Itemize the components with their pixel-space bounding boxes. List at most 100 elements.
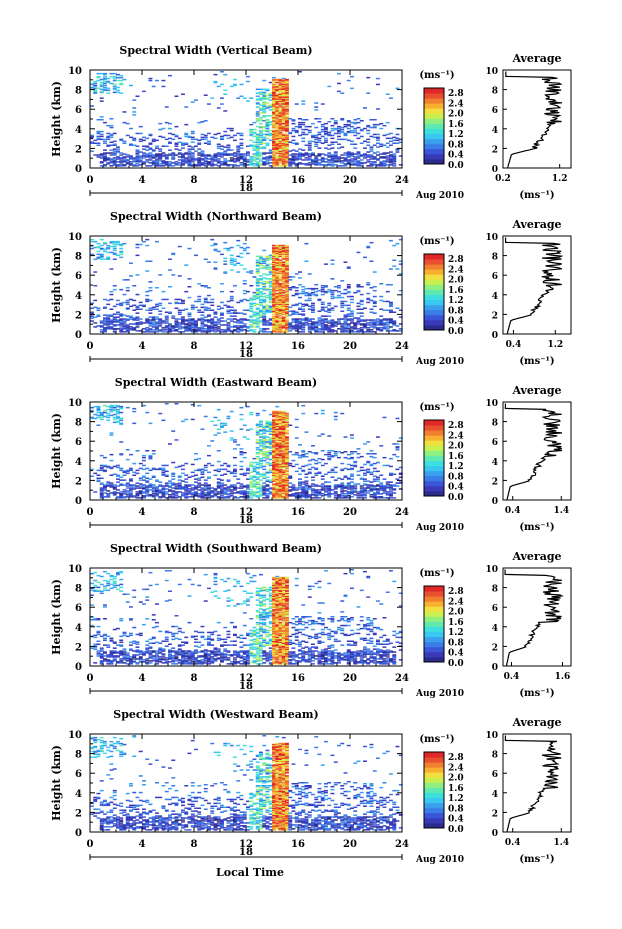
heatmap-cell	[298, 284, 302, 286]
heatmap-cell	[148, 154, 153, 156]
heatmap-cell	[200, 303, 205, 306]
heatmap-cell	[148, 159, 153, 161]
heatmap-cell	[259, 132, 263, 135]
heatmap-cell	[155, 163, 159, 165]
heatmap-cell	[281, 331, 286, 333]
heatmap-cell	[376, 320, 380, 322]
heatmap-cell	[366, 284, 371, 286]
heatmap-cell	[99, 256, 104, 259]
heatmap-cell	[161, 485, 166, 487]
heatmap-cell	[96, 138, 101, 141]
heatmap-cell	[330, 118, 335, 120]
heatmap-cell	[99, 255, 104, 258]
heatmap-cell	[317, 118, 322, 120]
heatmap-cell	[109, 326, 114, 328]
heatmap-cell	[220, 426, 224, 428]
heatmap-cell	[281, 292, 286, 295]
heatmap-cell	[385, 319, 390, 321]
heatmap-cell	[99, 157, 104, 159]
heatmap-cell	[177, 479, 182, 481]
heatmap-cell	[350, 125, 354, 128]
heatmap-cell	[142, 154, 146, 156]
heatmap-cell	[278, 331, 283, 333]
heatmap-cell	[171, 484, 176, 486]
heatmap-cell	[317, 121, 322, 123]
heatmap-cell	[200, 121, 205, 123]
heatmap-cell	[168, 137, 172, 140]
heatmap-cell	[213, 495, 218, 497]
heatmap-cell	[148, 455, 153, 458]
heatmap-cell	[200, 314, 205, 316]
heatmap-cell	[116, 313, 120, 315]
heatmap-cell	[220, 497, 224, 499]
heatmap-cell	[265, 424, 270, 426]
heatmap-cell	[395, 139, 400, 142]
heatmap-cell	[171, 482, 176, 484]
heatmap-cell	[366, 155, 371, 157]
heatmap-cell	[379, 165, 384, 167]
heatmap-cell	[268, 273, 273, 275]
heatmap-cell	[239, 157, 244, 159]
heatmap-cell	[106, 92, 111, 94]
heatmap-cell	[268, 424, 273, 426]
heatmap-cell	[298, 118, 302, 120]
heatmap-cell	[207, 158, 211, 160]
heatmap-cell	[389, 309, 393, 311]
heatmap-cell	[197, 157, 202, 159]
heatmap-cell	[200, 476, 205, 478]
heatmap-cell	[151, 156, 156, 158]
heatmap-cell	[350, 87, 354, 90]
heatmap-cell	[285, 122, 289, 125]
heatmap-cell	[249, 285, 254, 287]
heatmap-cell	[278, 110, 283, 112]
colorbar-swatch	[424, 274, 444, 280]
heatmap-cell	[327, 311, 332, 313]
heatmap-cell	[194, 492, 198, 494]
heatmap-cell	[337, 143, 341, 145]
heatmap-cell	[272, 448, 276, 450]
heatmap-cell	[350, 295, 354, 298]
heatmap-cell	[259, 429, 263, 431]
heatmap-cell	[294, 292, 299, 295]
heatmap-cell	[129, 275, 133, 277]
heatmap-cell	[372, 161, 377, 163]
heatmap-cell	[145, 485, 150, 487]
heatmap-cell	[330, 322, 335, 324]
heatmap-cell	[233, 165, 237, 167]
avg-y-tick-label: 2	[492, 311, 498, 321]
heatmap-cell	[285, 79, 289, 82]
heatmap-cell	[350, 121, 354, 124]
heatmap-cell	[229, 160, 234, 162]
heatmap-cell	[220, 482, 224, 484]
heatmap-cell	[285, 149, 289, 151]
heatmap-cell	[112, 88, 117, 91]
heatmap-cell	[398, 155, 403, 157]
heatmap-cell	[249, 97, 254, 99]
heatmap-cell	[174, 323, 179, 325]
heatmap-cell	[275, 88, 280, 91]
heatmap-cell	[255, 492, 260, 494]
heatmap-cell	[249, 305, 254, 308]
heatmap-cell	[392, 142, 397, 144]
heatmap-cell	[255, 471, 260, 474]
heatmap-cell	[132, 495, 137, 497]
heatmap-cell	[119, 256, 124, 259]
heatmap-cell	[314, 293, 319, 296]
heatmap-cell	[125, 324, 130, 326]
heatmap-cell	[119, 318, 124, 320]
heatmap-cell	[200, 488, 205, 490]
heatmap-cell	[350, 313, 354, 315]
heatmap-cell	[249, 145, 254, 147]
heatmap-cell	[109, 404, 114, 407]
heatmap-cell	[142, 139, 146, 142]
heatmap-cell	[233, 312, 237, 314]
heatmap-cell	[207, 287, 211, 289]
heatmap-cell	[278, 303, 283, 306]
heatmap-cell	[129, 157, 133, 159]
heatmap-cell	[275, 254, 280, 257]
heatmap-cell	[220, 468, 224, 471]
heatmap-cell	[184, 418, 189, 421]
heatmap-cell	[366, 161, 371, 163]
heatmap-cell	[281, 161, 286, 163]
heatmap-cell	[356, 331, 361, 333]
